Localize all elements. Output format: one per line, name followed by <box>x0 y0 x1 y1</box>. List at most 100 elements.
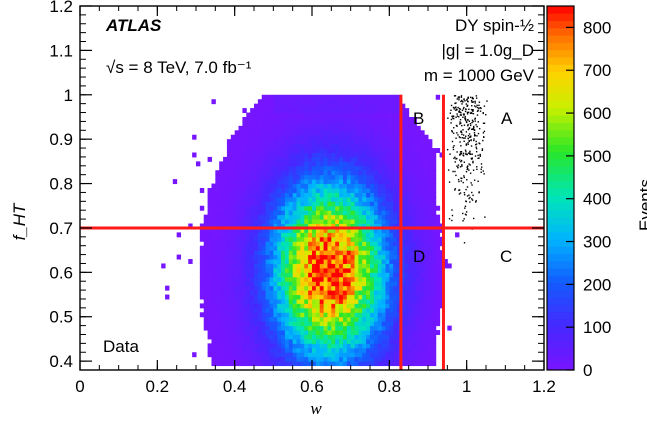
heatmap-cell <box>339 223 344 229</box>
heatmap-cell <box>397 325 402 331</box>
heatmap-cell <box>319 116 325 122</box>
heatmap-cell <box>385 338 390 344</box>
heatmap-cell <box>397 347 402 353</box>
heatmap-cell <box>296 116 301 122</box>
heatmap-cell <box>269 285 274 291</box>
heatmap-cell <box>254 276 259 282</box>
heatmap-cell <box>362 361 367 367</box>
heatmap-cell <box>397 285 402 291</box>
heatmap-cell <box>315 290 321 296</box>
heatmap-cell <box>319 219 325 225</box>
heatmap-cell <box>408 223 414 229</box>
heatmap-cell <box>373 121 379 127</box>
heatmap-cell <box>323 152 328 158</box>
heatmap-cell <box>304 227 309 233</box>
heatmap-cell <box>312 143 317 149</box>
heatmap-cell <box>323 267 328 273</box>
heatmap-cell <box>269 121 274 127</box>
signal-point <box>472 113 475 115</box>
heatmap-cell <box>397 139 402 145</box>
heatmap-cell <box>370 210 375 216</box>
heatmap-cell <box>354 250 359 256</box>
heatmap-cell <box>292 227 298 233</box>
heatmap-cell <box>308 267 313 273</box>
heatmap-cell <box>238 134 243 140</box>
heatmap-cell <box>362 170 367 176</box>
heatmap-cell <box>211 236 216 242</box>
heatmap-cell <box>420 285 425 291</box>
heatmap-cell <box>385 232 390 238</box>
heatmap-cell <box>373 143 379 149</box>
heatmap-cell <box>281 192 286 198</box>
heatmap-cell <box>319 183 325 189</box>
heatmap-cell <box>288 303 294 309</box>
heatmap-cell <box>199 245 205 251</box>
heatmap-cell <box>273 298 278 304</box>
heatmap-cell <box>230 316 236 322</box>
heatmap-cell <box>346 343 352 349</box>
heatmap-cell <box>385 321 390 327</box>
heatmap-cell <box>296 294 301 300</box>
heatmap-cell <box>416 259 421 264</box>
heatmap-cell <box>257 165 263 171</box>
heatmap-cell <box>385 245 390 251</box>
heatmap-cell <box>250 179 255 185</box>
heatmap-cell <box>381 108 386 114</box>
heatmap-cell <box>408 183 414 189</box>
heatmap-cell <box>265 94 270 100</box>
heatmap-cell <box>261 338 267 344</box>
heatmap-cell <box>393 321 398 327</box>
heatmap-cell <box>339 183 344 189</box>
heatmap-cell <box>381 179 386 185</box>
heatmap-cell <box>312 325 317 331</box>
heatmap-cell <box>420 179 425 185</box>
heatmap-cell <box>288 361 294 367</box>
heatmap-cell <box>397 232 402 238</box>
heatmap-cell <box>377 219 383 225</box>
heatmap-cell <box>238 307 243 313</box>
heatmap-cell <box>223 325 228 331</box>
heatmap-cell <box>284 285 290 291</box>
signal-point <box>473 129 476 131</box>
heatmap-cell <box>257 143 263 149</box>
heatmap-cell <box>277 183 282 189</box>
heatmap-cell <box>199 236 205 242</box>
heatmap-cell <box>400 112 406 118</box>
heatmap-cell <box>312 321 317 327</box>
heatmap-cell <box>412 179 417 185</box>
heatmap-cell <box>346 241 352 247</box>
heatmap-cell <box>281 170 286 176</box>
heatmap-cell <box>281 227 286 233</box>
heatmap-cell <box>230 250 236 256</box>
heatmap-cell <box>257 130 263 136</box>
heatmap-cell <box>269 112 274 118</box>
heatmap-cell <box>397 161 402 167</box>
heatmap-cell <box>292 192 298 198</box>
signal-point <box>463 140 465 143</box>
heatmap-cell <box>335 356 340 362</box>
heatmap-cell <box>412 316 417 322</box>
signal-point <box>466 113 469 115</box>
heatmap-cell <box>207 294 212 300</box>
heatmap-cell <box>385 316 390 322</box>
heatmap-cell <box>265 281 270 287</box>
heatmap-cell <box>420 254 425 260</box>
heatmap-cell <box>234 152 240 158</box>
heatmap-cell <box>385 219 390 225</box>
heatmap-cell <box>230 343 236 349</box>
heatmap-cell <box>226 179 232 185</box>
heatmap-cell <box>366 356 371 362</box>
heatmap-cell <box>219 298 224 304</box>
heatmap-cell <box>439 285 444 291</box>
heatmap-cell <box>393 241 398 247</box>
heatmap-cell <box>428 179 433 185</box>
heatmap-cell <box>385 188 390 193</box>
heatmap-cell <box>281 94 286 100</box>
heatmap-cell <box>373 232 379 238</box>
heatmap-cell <box>346 361 352 367</box>
heatmap-cell <box>350 152 356 158</box>
heatmap-cell <box>354 170 359 176</box>
heatmap-cell <box>296 103 301 109</box>
signal-point <box>469 172 472 174</box>
heatmap-cell <box>366 232 371 238</box>
